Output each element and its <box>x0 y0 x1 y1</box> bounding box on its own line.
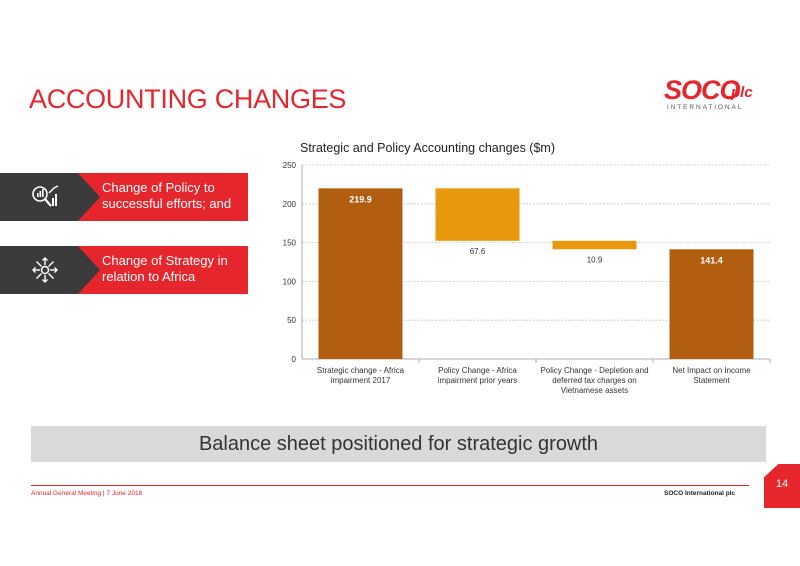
bar <box>318 188 403 359</box>
logo-tagline: INTERNATIONAL <box>667 104 744 111</box>
y-tick-label: 250 <box>283 161 297 170</box>
x-tick-label: Net Impact on Income Statement <box>672 366 751 385</box>
x-tick-label-line: deferred tax charges on <box>552 376 637 385</box>
y-tick-label: 50 <box>287 316 296 325</box>
y-tick-label: 100 <box>283 277 297 286</box>
callout-icon-panel <box>0 173 100 221</box>
data-label: 67.6 <box>470 247 486 256</box>
logo-wordmark: SOCO <box>664 75 741 105</box>
callout-text: Change of Strategy in relation to Africa <box>102 253 228 284</box>
x-tick-label: Policy Change - Depletion and deferred ta… <box>540 366 648 395</box>
footer-event: Annual General Meeting | 7 June 2018 <box>31 490 143 497</box>
callout-policy-change: Change of Policy to successful efforts; … <box>0 173 248 221</box>
data-label: 10.9 <box>587 255 603 264</box>
x-tick-label-line: Strategic change - Africa <box>317 366 405 375</box>
callout-text: Change of Policy to successful efforts; … <box>102 180 232 211</box>
footer-company: SOCO International plc <box>664 490 736 497</box>
bar <box>669 249 754 359</box>
summary-banner: Balance sheet positioned for strategic g… <box>31 426 766 462</box>
x-tick-label: Policy Change - Africa impairment prior y… <box>438 366 518 385</box>
x-tick-label-line: Policy Change - Depletion and <box>540 366 648 375</box>
bar <box>435 188 520 241</box>
footer-divider <box>31 485 749 486</box>
y-tick-label: 0 <box>292 355 297 364</box>
logo-suffix: plc <box>731 84 753 101</box>
data-label: 219.9 <box>349 194 372 204</box>
bar <box>552 240 637 250</box>
x-tick-label-line: Net Impact on Income <box>672 366 751 375</box>
callout-strategy-change: Change of Strategy in relation to Africa <box>0 246 248 294</box>
page-number: 14 <box>775 478 789 490</box>
data-label: 141.4 <box>700 255 723 265</box>
x-tick-label-line: impairment prior years <box>438 376 518 385</box>
x-tick-label: Strategic change - Africa impairment 2017 <box>317 366 405 385</box>
waterfall-chart: 0 50 100 150 200 250 219.9 Strategic change - A… <box>283 161 771 395</box>
x-tick-label-line: Statement <box>693 376 730 385</box>
arrows-outward-icon <box>32 257 58 283</box>
y-tick-label: 200 <box>283 200 297 209</box>
chart-title: Strategic and Policy Accounting changes … <box>300 141 555 155</box>
y-tick-label: 150 <box>283 239 297 248</box>
company-logo: SOCO plc INTERNATIONAL <box>664 77 766 113</box>
x-tick-label-line: impairment 2017 <box>331 376 391 385</box>
x-tick-label-line: Policy Change - Africa <box>438 366 517 375</box>
banner-text: Balance sheet positioned for strategic g… <box>198 433 599 455</box>
x-tick-label-line: Vietnamese assets <box>561 386 628 395</box>
page-title: ACCOUNTING CHANGES <box>29 84 347 114</box>
magnifier-chart-icon <box>32 185 59 207</box>
